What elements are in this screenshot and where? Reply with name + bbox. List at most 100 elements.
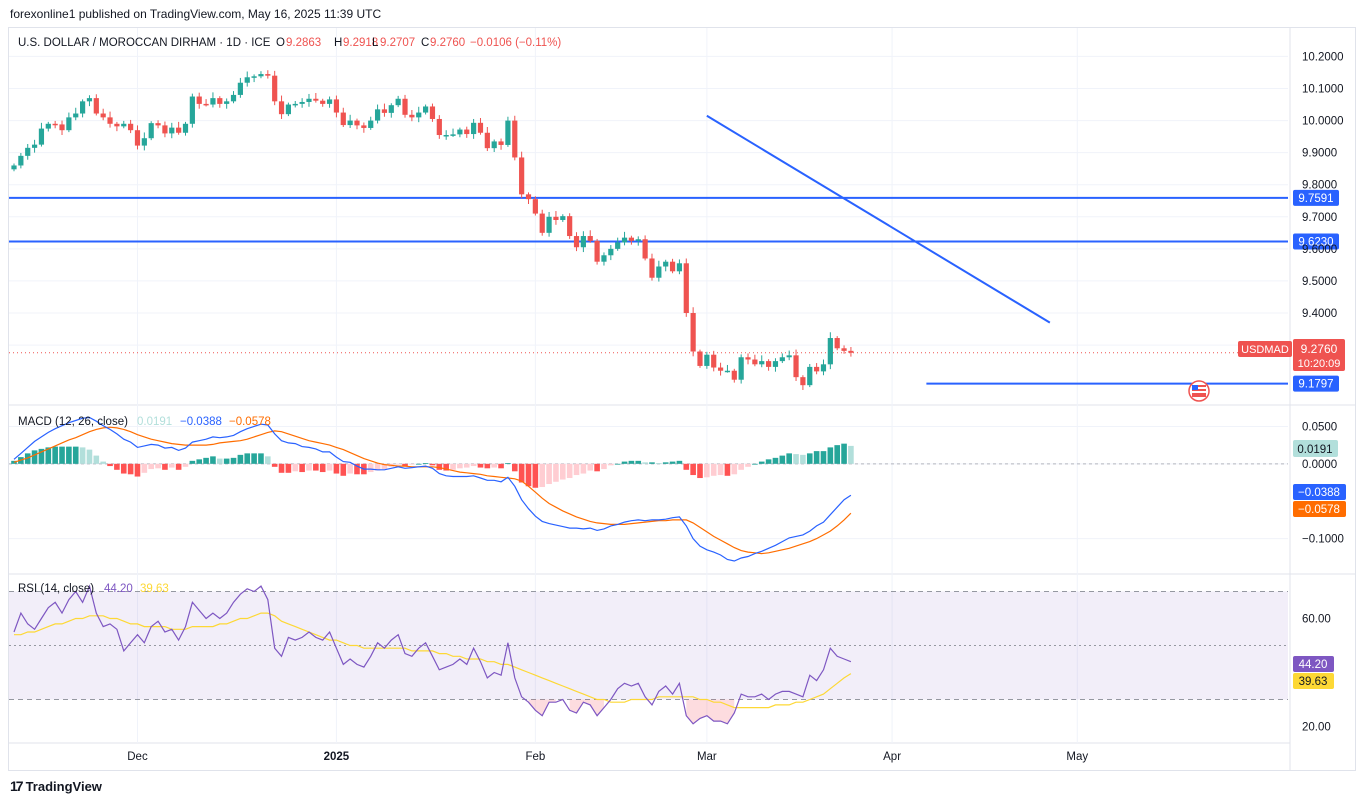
rsi-ma-tag: 39.63 bbox=[1299, 676, 1328, 688]
macd-histogram-bar bbox=[608, 463, 614, 466]
pane-separators bbox=[9, 28, 1355, 770]
candle-body bbox=[649, 258, 655, 278]
price-tick-label: 9.4000 bbox=[1302, 308, 1337, 320]
candle-body bbox=[766, 361, 772, 367]
candle-body bbox=[848, 350, 854, 353]
open-label: O bbox=[276, 37, 285, 49]
macd-histogram-bar bbox=[155, 463, 161, 469]
change-value: −0.0106 (−0.11%) bbox=[470, 37, 561, 49]
price-tick-label: 10.0000 bbox=[1302, 116, 1344, 128]
macd-histogram-bar bbox=[59, 446, 65, 464]
time-tick-label: Mar bbox=[697, 751, 717, 763]
open-value: 9.2863 bbox=[286, 37, 321, 49]
us-flag-icon[interactable] bbox=[1188, 380, 1210, 402]
macd-histogram-bar bbox=[265, 456, 271, 464]
macd-histogram-bar bbox=[683, 463, 690, 470]
macd-histogram-bar bbox=[422, 463, 429, 464]
macd-histogram-bar bbox=[237, 454, 244, 464]
macd-histogram-bar bbox=[285, 463, 292, 473]
macd-histogram-bar bbox=[141, 463, 148, 473]
candle-body bbox=[498, 141, 504, 145]
candle-body bbox=[814, 366, 820, 372]
candle-body bbox=[230, 94, 237, 102]
macd-histogram-bar bbox=[127, 463, 134, 475]
high-value: 9.2918 bbox=[343, 37, 378, 49]
macd-histogram-bar bbox=[848, 445, 854, 464]
candle-body bbox=[265, 74, 271, 76]
macd-histogram-bar bbox=[107, 463, 113, 467]
macd-histogram-bar bbox=[162, 463, 168, 470]
candle-body bbox=[333, 99, 340, 113]
macd-histogram-bar bbox=[614, 463, 621, 465]
horizontal-levels[interactable]: 9.7591 9.6230 9.1797 bbox=[9, 189, 1339, 392]
time-tick-label: 2025 bbox=[324, 751, 350, 763]
macd-histogram-bar bbox=[340, 463, 347, 476]
candle-body bbox=[690, 313, 696, 352]
time-axis: Dec 2025 Feb Mar Apr May bbox=[127, 751, 1088, 763]
candle-body bbox=[59, 124, 65, 131]
macd-histogram-bar bbox=[402, 463, 408, 467]
rsi-ma-tag-bg bbox=[1293, 673, 1334, 689]
candle-body bbox=[285, 104, 291, 115]
macd-histogram-bar bbox=[31, 450, 38, 464]
macd-histogram-bar bbox=[601, 463, 607, 470]
macd-histogram-bar bbox=[656, 463, 662, 464]
macd-histogram-bar bbox=[271, 463, 278, 467]
macd-histogram-bar bbox=[244, 453, 251, 464]
macd-histogram-bar bbox=[560, 463, 566, 480]
macd-hist-tag-bg bbox=[1293, 440, 1338, 457]
macd-histogram-bar bbox=[189, 460, 196, 464]
countdown: 10:20:09 bbox=[1298, 358, 1341, 370]
rsi-oversold-fill bbox=[528, 699, 556, 716]
candle-body bbox=[704, 354, 710, 366]
candle-body bbox=[546, 216, 552, 233]
macd-histogram-bar bbox=[196, 459, 203, 464]
candle-body bbox=[244, 77, 250, 83]
candle-body bbox=[107, 117, 113, 124]
candle-body bbox=[587, 236, 593, 241]
candle-body bbox=[217, 98, 223, 104]
candle-body bbox=[663, 261, 669, 267]
macd-histogram-bar bbox=[539, 463, 546, 488]
time-tick-label: May bbox=[1066, 751, 1088, 763]
candle-body bbox=[628, 237, 634, 241]
candle-body bbox=[676, 263, 683, 272]
candle-body bbox=[800, 377, 806, 386]
candle-body bbox=[717, 367, 724, 371]
rsi-value-tags: 44.20 39.63 bbox=[1293, 656, 1334, 689]
macd-tick-label: −0.1000 bbox=[1302, 534, 1344, 546]
candle-body bbox=[313, 98, 319, 101]
candle-body bbox=[210, 98, 216, 105]
trendline-group[interactable] bbox=[706, 114, 1051, 324]
gridlines bbox=[9, 28, 1288, 743]
tradingview-logo[interactable]: 17 TradingView bbox=[10, 778, 102, 794]
macd-histogram-bar bbox=[738, 463, 744, 470]
last-price-tag-bg bbox=[1293, 339, 1345, 371]
macd-histogram-bar bbox=[841, 443, 847, 464]
horizontal-level-tag: 9.7591 bbox=[1298, 193, 1333, 205]
macd-histogram-bar bbox=[374, 463, 381, 471]
candle-body bbox=[93, 98, 99, 114]
macd-histogram-bar bbox=[566, 463, 573, 479]
close-value: 9.2760 bbox=[430, 37, 465, 49]
macd-histogram-bar bbox=[731, 463, 738, 475]
macd-line-tag-bg bbox=[1293, 484, 1346, 500]
macd-histogram-bar bbox=[532, 463, 539, 488]
price-axis: 10.2000 10.1000 10.0000 9.9000 9.8000 9.7000 9… bbox=[1302, 51, 1344, 733]
chart-frame bbox=[8, 27, 1356, 771]
candle-body bbox=[477, 122, 484, 133]
macd-histogram-bar bbox=[752, 463, 758, 465]
high-label: H bbox=[334, 37, 342, 49]
macd-histogram-bar bbox=[724, 463, 731, 476]
candle-body bbox=[793, 355, 799, 378]
macd-histogram-bar bbox=[594, 463, 600, 472]
candle-body bbox=[128, 123, 134, 131]
candle-body bbox=[272, 75, 278, 102]
macd-line-tag: −0.0388 bbox=[1298, 487, 1340, 499]
candle-body bbox=[162, 125, 168, 134]
horizontal-level-tag-bg bbox=[1293, 375, 1339, 392]
candle-body bbox=[100, 113, 106, 118]
candle-body bbox=[176, 127, 182, 133]
macd-histogram-bar bbox=[457, 463, 463, 469]
